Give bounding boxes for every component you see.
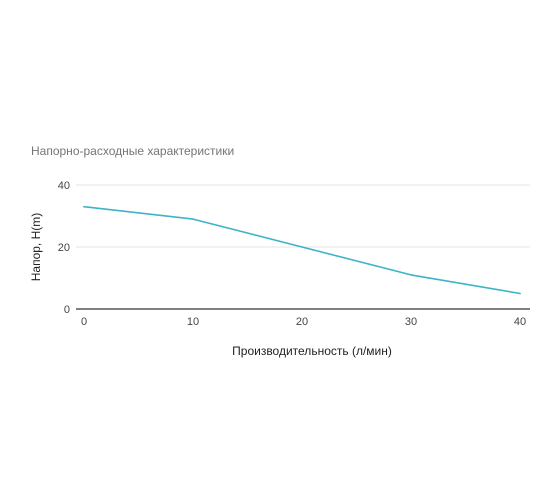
y-tick-labels: 0 20 40: [58, 180, 70, 316]
x-tick-label: 20: [296, 316, 308, 328]
series: [83, 205, 521, 295]
data-point: [192, 218, 194, 220]
x-tick-label: 30: [405, 316, 417, 328]
data-point: [410, 274, 412, 276]
y-tick-label: 20: [58, 242, 70, 254]
series-line-0: [83, 205, 521, 295]
x-tick-label: 10: [187, 316, 199, 328]
data-point: [519, 292, 521, 295]
data-point: [301, 246, 303, 248]
x-axis-label: Производительность (л/мин): [232, 344, 392, 358]
x-tick-label: 40: [514, 316, 526, 328]
y-tick-label: 0: [64, 304, 70, 316]
y-tick-label: 40: [58, 180, 70, 192]
x-tick-label: 0: [81, 316, 87, 328]
x-tick-labels: 0 10 20 30 40: [81, 316, 526, 328]
y-axis-label: Напор, H(m): [29, 213, 43, 282]
chart-title: Напорно-расходные характеристики: [31, 144, 235, 158]
data-point: [83, 205, 85, 208]
